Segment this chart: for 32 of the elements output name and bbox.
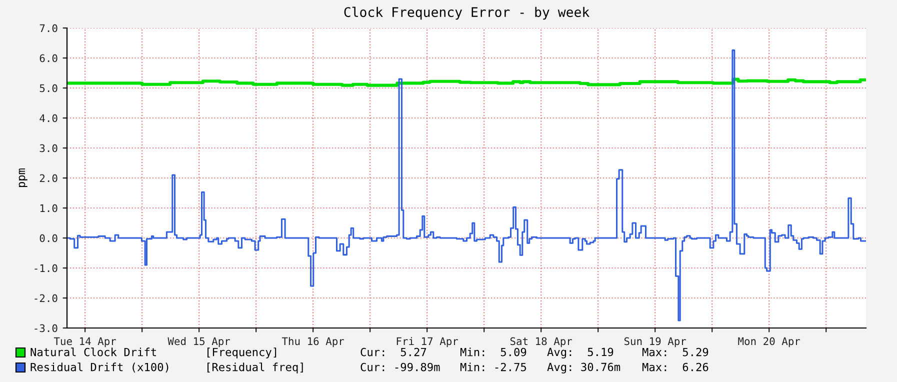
x-tick-label: Tue 14 Apr [54,337,116,348]
y-tick-label: 3.0 [40,144,58,152]
y-tick-label: -2.0 [34,294,58,302]
y-tick-label: 4.0 [40,114,58,122]
chart-title: Clock Frequency Error - by week [344,6,590,20]
y-tick-label: 0.0 [40,234,58,242]
x-tick-label: Sat 18 Apr [510,337,572,348]
x-tick-label: Thu 16 Apr [282,337,344,348]
text: Cur: -99.89m [360,362,440,372]
legend-label: Natural Clock Drift [30,348,156,356]
text: [Frequency] [208,348,276,358]
x-tick-label: Mon 20 Apr [738,337,800,348]
text: Avg: 30.76m [547,362,620,374]
text: Max: 5.29 [642,348,708,356]
legend-label: Residual Drift (x100) [30,362,168,373]
y-tick-label: 2.0 [40,174,58,182]
y-axis-title: ppm [18,168,28,188]
text: Min: -2.75 [460,362,526,372]
y-tick-label: 5.0 [40,84,58,92]
text: Min: 5.09 [460,348,526,356]
text: Max: 6.26 [642,362,708,372]
y-tick-label: -1.0 [34,264,58,272]
x-tick-label: Sun 19 Apr [624,337,686,348]
y-tick-label: 1.0 [40,204,58,212]
y-tick-label: -3.0 [34,324,58,332]
x-tick-label: Fri 17 Apr [396,337,458,348]
text: Avg: 5.19 [547,348,614,358]
y-tick-label: 7.0 [40,24,58,32]
text: Cur: 5.27 [360,348,426,356]
x-tick-label: Wed 15 Apr [168,337,230,348]
y-tick-label: 6.0 [40,54,58,62]
text: [Residual freq] [208,362,303,374]
